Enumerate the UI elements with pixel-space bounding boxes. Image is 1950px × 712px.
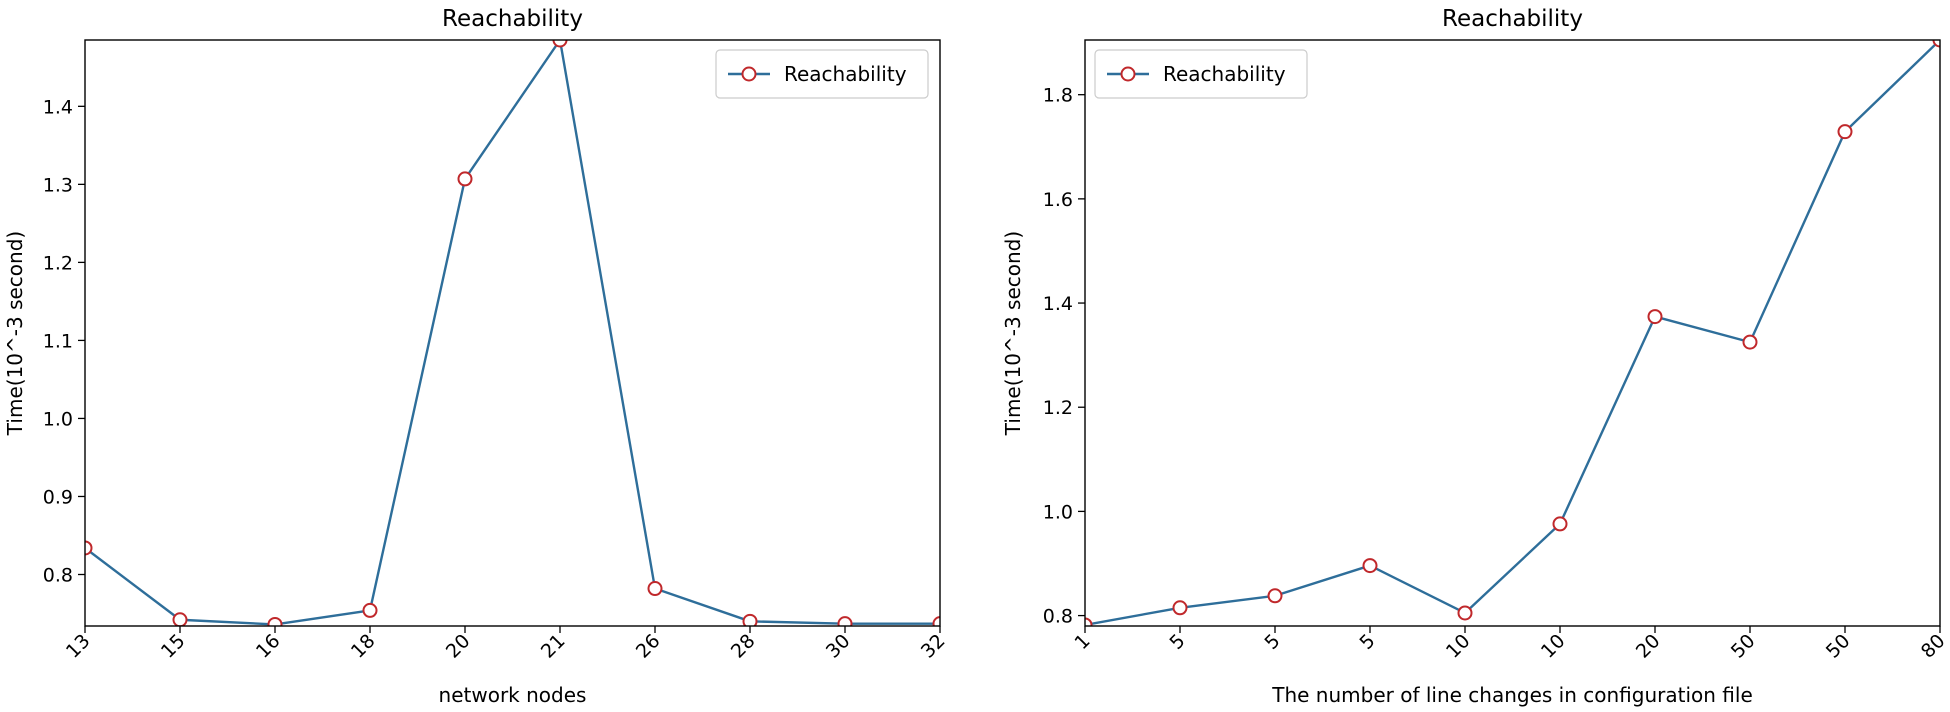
x-tick-label: 1	[1070, 630, 1094, 654]
y-tick-label: 1.8	[1043, 85, 1073, 107]
y-axis-label: Time(10^-3 second)	[1001, 231, 1025, 436]
data-point	[267, 616, 283, 626]
legend-label: Reachability	[1163, 62, 1286, 86]
y-tick-label: 0.8	[1043, 606, 1073, 628]
data-point	[742, 613, 758, 626]
chart-title: Reachability	[1442, 6, 1583, 32]
x-tick-label: 50	[1822, 630, 1855, 663]
data-point	[1085, 617, 1093, 626]
y-tick-label: 1.0	[43, 408, 73, 430]
data-point	[647, 581, 663, 597]
y-tick-label: 1.6	[1043, 189, 1073, 211]
data-point	[552, 40, 568, 48]
y-tick-label: 0.8	[43, 565, 73, 587]
x-tick-label: 21	[537, 630, 570, 663]
x-tick-label: 13	[62, 630, 95, 663]
data-point	[172, 612, 188, 626]
y-axis-label: Time(10^-3 second)	[3, 231, 27, 436]
y-tick-label: 1.1	[43, 330, 73, 352]
series-line	[85, 40, 940, 626]
x-tick-label: 5	[1260, 630, 1284, 654]
data-point	[1552, 516, 1568, 532]
x-tick-label: 30	[822, 630, 855, 663]
legend-label: Reachability	[784, 62, 907, 86]
series-1	[85, 40, 940, 626]
x-tick-label: 28	[727, 630, 760, 663]
x-tick-label: 5	[1165, 630, 1189, 654]
x-tick-label: 26	[632, 630, 665, 663]
legend-box	[715, 49, 929, 99]
data-point	[1932, 40, 1940, 48]
x-tick-label: 50	[1727, 630, 1760, 663]
data-point	[1647, 309, 1663, 325]
data-point	[1837, 124, 1853, 140]
y-tick-label: 1.4	[43, 96, 73, 118]
data-point	[457, 171, 473, 187]
x-axis-label: The number of line changes in configurat…	[1271, 683, 1753, 707]
y-tick-label: 1.3	[43, 174, 73, 196]
chart-1: Reachability 0.8 0.9 1.0 1.1 1.2 1.3 1.4 13 15 16 1…	[3, 6, 950, 707]
y-tick-label: 1.2	[1043, 397, 1073, 419]
x-tick-label: 16	[252, 630, 285, 663]
x-axis-label: network nodes	[439, 683, 587, 707]
plot-frame	[1084, 39, 1941, 627]
x-tick-label: 5	[1355, 630, 1379, 654]
data-point	[1362, 558, 1378, 574]
x-tick-label: 18	[347, 630, 380, 663]
chart-2: Reachability 0.8 1.0 1.2 1.4 1.6 1.8 1 5 5 5 10 10 20…	[1001, 6, 1950, 707]
data-point	[1267, 588, 1283, 604]
x-tick-label: 20	[1632, 630, 1665, 663]
legend-marker	[741, 66, 757, 82]
y-tick-label: 1.2	[43, 252, 73, 274]
data-point	[362, 602, 378, 618]
series-1	[1085, 40, 1940, 626]
data-point	[1742, 334, 1758, 350]
chart-title: Reachability	[442, 6, 583, 32]
legend: Reachability	[715, 49, 929, 99]
x-tick-label: 80	[1917, 630, 1950, 663]
y-tick-label: 0.9	[43, 486, 73, 508]
data-point	[85, 540, 93, 556]
legend-marker	[1120, 66, 1136, 82]
data-point	[932, 616, 940, 626]
plot-frame	[84, 39, 941, 627]
x-tick-label: 32	[917, 630, 950, 663]
series-line	[1085, 40, 1940, 626]
data-point	[1457, 605, 1473, 621]
x-tick-label: 10	[1537, 630, 1570, 663]
y-tick-label: 1.4	[1043, 293, 1073, 315]
x-tick-label: 20	[442, 630, 475, 663]
data-point	[837, 616, 853, 626]
y-tick-label: 1.0	[1043, 501, 1073, 523]
data-point	[1172, 600, 1188, 616]
legend-box	[1094, 49, 1308, 99]
legend: Reachability	[1094, 49, 1308, 99]
x-tick-label: 15	[157, 630, 190, 663]
x-tick-label: 10	[1442, 630, 1475, 663]
